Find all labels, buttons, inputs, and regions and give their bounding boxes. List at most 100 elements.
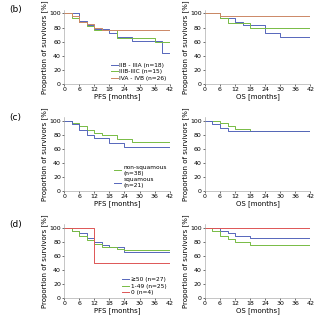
squamous
(n=21): [226, 126, 229, 130]
≥50 (n=27): [92, 240, 96, 244]
1-49 (n=25): [308, 243, 312, 246]
non-squamous
(n=38): [160, 140, 164, 144]
non-squamous
(n=38): [293, 129, 297, 133]
≥50 (n=27): [130, 251, 134, 254]
1-49 (n=25): [293, 243, 297, 246]
≥50 (n=27): [248, 234, 252, 238]
≥50 (n=27): [226, 231, 229, 235]
IIB - IIIA (n=18): [293, 35, 297, 39]
0 (n=4): [211, 226, 214, 230]
≥50 (n=27): [77, 228, 81, 232]
IIB - IIIA (n=18): [153, 39, 156, 43]
squamous
(n=21): [271, 129, 275, 133]
non-squamous
(n=38): [145, 140, 149, 144]
non-squamous
(n=38): [145, 140, 149, 144]
non-squamous
(n=38): [160, 140, 164, 144]
IVA - IVB (n=26): [160, 28, 164, 32]
non-squamous
(n=38): [226, 124, 229, 128]
≥50 (n=27): [256, 236, 260, 240]
non-squamous
(n=38): [233, 127, 237, 131]
IVA - IVB (n=26): [301, 14, 305, 18]
IVA - IVB (n=26): [211, 12, 214, 15]
IVA - IVB (n=26): [130, 28, 134, 32]
squamous
(n=21): [278, 129, 282, 133]
1-49 (n=25): [153, 248, 156, 252]
IIIB-IIIC (n=15): [286, 26, 290, 30]
non-squamous
(n=38): [130, 137, 134, 141]
IVA - IVB (n=26): [293, 14, 297, 18]
0 (n=4): [168, 261, 172, 265]
non-squamous
(n=38): [115, 137, 119, 141]
non-squamous
(n=38): [293, 129, 297, 133]
non-squamous
(n=38): [115, 133, 119, 137]
Legend: IIB - IIIA (n=18), IIIB-IIIC (n=15), IVA - IVB (n=26): IIB - IIIA (n=18), IIIB-IIIC (n=15), IVA…: [108, 60, 169, 83]
IVA - IVB (n=26): [218, 12, 222, 15]
squamous
(n=21): [153, 145, 156, 149]
1-49 (n=25): [226, 237, 229, 241]
IIB - IIIA (n=18): [286, 35, 290, 39]
IIIB-IIIC (n=15): [233, 21, 237, 25]
IVA - IVB (n=26): [203, 12, 207, 15]
≥50 (n=27): [293, 236, 297, 240]
IIB - IIIA (n=18): [123, 35, 126, 39]
IVA - IVB (n=26): [211, 12, 214, 15]
IVA - IVB (n=26): [70, 14, 74, 18]
1-49 (n=25): [100, 242, 104, 246]
1-49 (n=25): [85, 234, 89, 238]
IVA - IVB (n=26): [308, 14, 312, 18]
IVA - IVB (n=26): [301, 14, 305, 18]
IIB - IIIA (n=18): [271, 31, 275, 35]
1-49 (n=25): [108, 245, 111, 249]
IVA - IVB (n=26): [271, 14, 275, 18]
1-49 (n=25): [145, 248, 149, 252]
0 (n=4): [286, 226, 290, 230]
0 (n=4): [248, 226, 252, 230]
squamous
(n=21): [77, 129, 81, 132]
Line: non-squamous
(n=38): non-squamous (n=38): [205, 121, 310, 131]
1-49 (n=25): [248, 240, 252, 244]
non-squamous
(n=38): [286, 129, 290, 133]
squamous
(n=21): [233, 129, 237, 133]
squamous
(n=21): [115, 141, 119, 145]
1-49 (n=25): [160, 248, 164, 252]
IIIB-IIIC (n=15): [153, 36, 156, 40]
Line: IIIB-IIIC (n=15): IIIB-IIIC (n=15): [205, 13, 310, 28]
≥50 (n=27): [218, 226, 222, 230]
IVA - IVB (n=26): [263, 14, 267, 18]
IIIB-IIIC (n=15): [130, 36, 134, 40]
IIB - IIIA (n=18): [233, 20, 237, 24]
non-squamous
(n=38): [286, 129, 290, 133]
squamous
(n=21): [293, 129, 297, 133]
IVA - IVB (n=26): [145, 28, 149, 32]
IIIB-IIIC (n=15): [293, 26, 297, 30]
IIB - IIIA (n=18): [115, 35, 119, 39]
squamous
(n=21): [301, 129, 305, 133]
IIIB-IIIC (n=15): [70, 16, 74, 20]
squamous
(n=21): [168, 145, 172, 149]
IIIB-IIIC (n=15): [108, 28, 111, 32]
0 (n=4): [226, 226, 229, 230]
≥50 (n=27): [123, 251, 126, 254]
IVA - IVB (n=26): [233, 14, 237, 18]
Line: ≥50 (n=27): ≥50 (n=27): [64, 228, 170, 264]
IIIB-IIIC (n=15): [62, 12, 66, 15]
Text: (b): (b): [9, 5, 22, 14]
non-squamous
(n=38): [123, 137, 126, 141]
squamous
(n=21): [130, 145, 134, 149]
1-49 (n=25): [233, 237, 237, 241]
squamous
(n=21): [248, 129, 252, 133]
non-squamous
(n=38): [226, 121, 229, 124]
IIIB-IIIC (n=15): [77, 20, 81, 24]
IVA - IVB (n=26): [77, 14, 81, 18]
0 (n=4): [160, 261, 164, 265]
≥50 (n=27): [138, 251, 141, 254]
IIIB-IIIC (n=15): [226, 16, 229, 20]
IIB - IIIA (n=18): [100, 27, 104, 31]
non-squamous
(n=38): [256, 129, 260, 133]
squamous
(n=21): [145, 145, 149, 149]
IIB - IIIA (n=18): [108, 31, 111, 35]
IVA - IVB (n=26): [138, 28, 141, 32]
IIIB-IIIC (n=15): [211, 12, 214, 15]
non-squamous
(n=38): [168, 148, 172, 152]
non-squamous
(n=38): [256, 129, 260, 133]
